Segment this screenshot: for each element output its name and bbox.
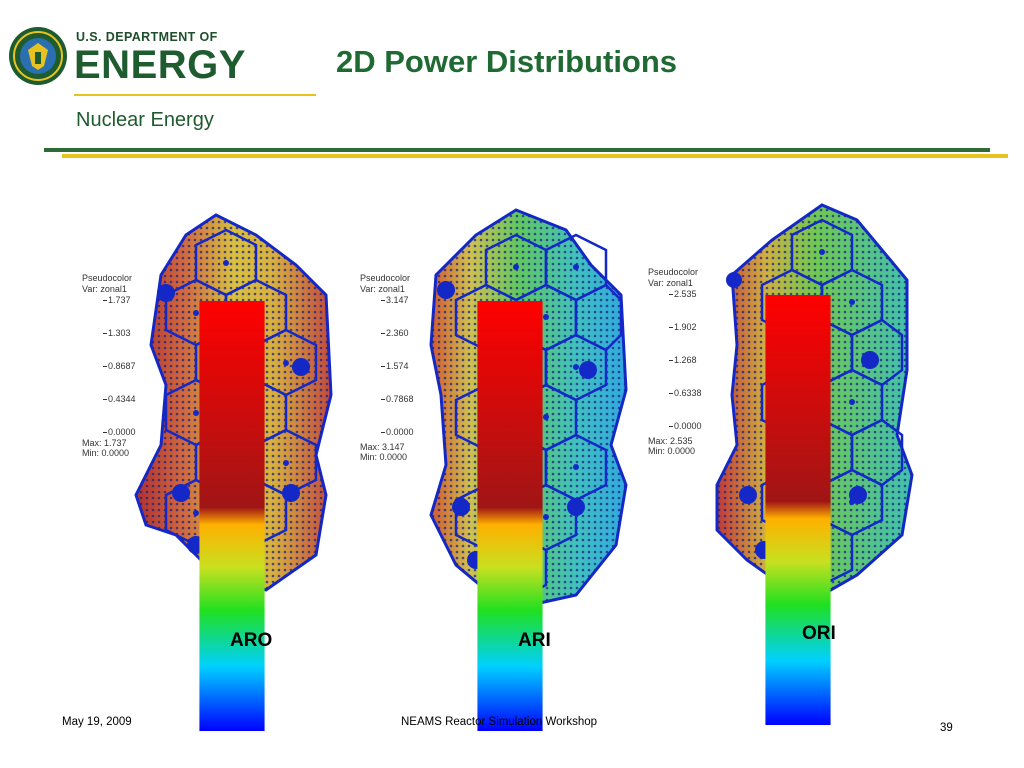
footer-event: NEAMS Reactor Simulation Workshop <box>401 716 597 728</box>
legend-var: Var: zonal1 <box>648 278 693 288</box>
legend-tick: 1.303 <box>103 328 131 338</box>
panel-ari: Pseudocolor Var: zonal1 3.147 2.360 1.57… <box>346 195 646 731</box>
panel-aro: Pseudocolor Var: zonal1 1.737 1.303 0.86… <box>66 195 366 731</box>
case-label-ori: ORI <box>802 623 836 644</box>
doe-seal-icon <box>9 27 67 85</box>
office-name: Nuclear Energy <box>76 109 214 131</box>
case-label-aro: ARO <box>230 630 273 651</box>
header-rule-green <box>44 148 990 152</box>
legend-tick: 0.8687 <box>103 361 136 371</box>
legend-tick: 0.4344 <box>103 394 136 404</box>
page-number: 39 <box>940 722 953 734</box>
header-rule-yellow <box>62 154 1008 158</box>
legend-title: Pseudocolor <box>360 273 411 283</box>
legend-title: Pseudocolor <box>82 273 133 283</box>
legend-tick: 0.0000 <box>381 427 414 437</box>
legend-var: Var: zonal1 <box>82 284 127 294</box>
logo-divider <box>74 94 316 96</box>
legend-var: Var: zonal1 <box>360 284 405 294</box>
slide-title: 2D Power Distributions <box>336 44 678 79</box>
legend-min: Min: 0.0000 <box>648 446 696 456</box>
color-legend-bar <box>765 295 831 725</box>
legend-tick: 1.737 <box>103 295 131 305</box>
legend-tick: 1.902 <box>669 322 697 332</box>
footer-date: May 19, 2009 <box>62 716 132 728</box>
legend-tick: 1.574 <box>381 361 409 371</box>
legend-max: Max: 3.147 <box>360 442 405 452</box>
legend-tick: 0.0000 <box>669 421 702 431</box>
legend-max: Max: 2.535 <box>648 436 693 446</box>
legend-min: Min: 0.0000 <box>360 452 408 462</box>
color-legend-bar <box>199 301 265 731</box>
doe-heading-energy: ENERGY <box>74 43 246 87</box>
case-label-ari: ARI <box>518 630 551 651</box>
legend-tick: 3.147 <box>381 295 409 305</box>
panel-ori: Pseudocolor Var: zonal1 2.535 1.902 1.26… <box>632 195 932 725</box>
legend-tick: 0.7868 <box>381 394 414 404</box>
doe-heading-small: U.S. DEPARTMENT OF <box>76 30 218 44</box>
legend-tick: 0.6338 <box>669 388 702 398</box>
legend-tick: 0.0000 <box>103 427 136 437</box>
legend-title: Pseudocolor <box>648 267 699 277</box>
legend-max: Max: 1.737 <box>82 438 127 448</box>
color-legend-bar <box>477 301 543 731</box>
legend-tick: 2.535 <box>669 289 697 299</box>
legend-tick: 1.268 <box>669 355 697 365</box>
legend-min: Min: 0.0000 <box>82 448 130 458</box>
legend-tick: 2.360 <box>381 328 409 338</box>
